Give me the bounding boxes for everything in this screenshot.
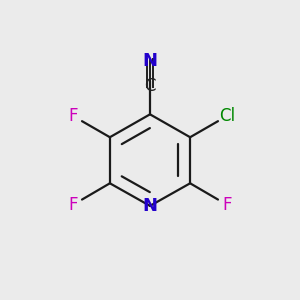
- Text: N: N: [142, 52, 158, 70]
- Text: F: F: [68, 107, 77, 125]
- Text: N: N: [142, 197, 158, 215]
- Text: C: C: [144, 77, 156, 95]
- Text: Cl: Cl: [219, 107, 235, 125]
- Text: F: F: [223, 196, 232, 214]
- Text: F: F: [68, 196, 77, 214]
